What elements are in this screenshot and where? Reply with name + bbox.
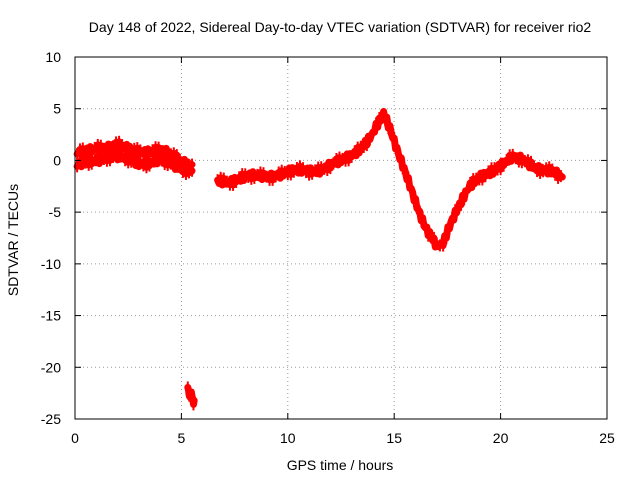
x-tick-label: 5: [178, 430, 186, 446]
y-tick-label: 10: [45, 49, 61, 65]
x-tick-label: 0: [71, 430, 79, 446]
data-layer: [73, 108, 566, 411]
x-tick-label: 20: [493, 430, 509, 446]
y-axis-label: SDTVAR / TECUs: [5, 184, 21, 296]
x-tick-label: 15: [386, 430, 402, 446]
series-track-b: [214, 108, 566, 252]
y-tick-label: 0: [53, 152, 61, 168]
y-tick-label: -10: [41, 256, 61, 272]
series-track-a-lower: [73, 147, 196, 180]
y-tick-label: 5: [53, 101, 61, 117]
grid: [75, 57, 607, 419]
series-track-c: [184, 381, 198, 411]
plot-frame: [74, 56, 608, 420]
chart-title: Day 148 of 2022, Sidereal Day-to-day VTE…: [89, 19, 592, 35]
x-axis-label: GPS time / hours: [287, 457, 394, 473]
y-tick-label: -25: [41, 411, 61, 427]
x-tick-label: 10: [280, 430, 296, 446]
x-tick-label: 25: [599, 430, 615, 446]
axis-ticks: 0 5 10 15 20 25 -25 -20 -15 -10 -5 0 5 10: [41, 49, 615, 446]
y-tick-label: -15: [41, 308, 61, 324]
y-tick-label: -20: [41, 359, 61, 375]
y-tick-label: -5: [49, 204, 62, 220]
